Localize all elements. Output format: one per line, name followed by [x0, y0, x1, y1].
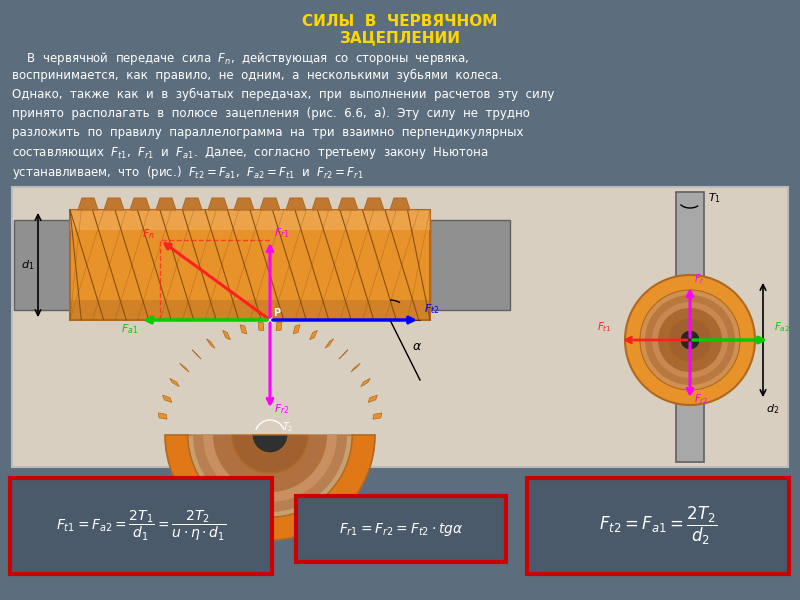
Text: принято  располагать  в  полюсе  зацепления  (рис.  6.6,  а).  Эту  силу  не  тр: принято располагать в полюсе зацепления … — [12, 107, 530, 120]
Polygon shape — [339, 350, 348, 359]
Polygon shape — [78, 198, 98, 210]
Wedge shape — [188, 435, 352, 517]
Text: $F_{r1}$: $F_{r1}$ — [274, 226, 290, 240]
Circle shape — [680, 330, 700, 350]
Text: Однако,  также  как  и  в  зубчатых  передачах,  при  выполнении  расчетов  эту : Однако, также как и в зубчатых передачах… — [12, 88, 554, 101]
Polygon shape — [182, 198, 202, 210]
Polygon shape — [260, 198, 280, 210]
Circle shape — [640, 290, 740, 390]
Polygon shape — [390, 198, 410, 210]
Text: $F_{a1}$: $F_{a1}$ — [121, 322, 138, 336]
Polygon shape — [310, 331, 318, 340]
Polygon shape — [104, 198, 124, 210]
Polygon shape — [276, 322, 282, 331]
Text: $F_{r1} = F_{r2} = F_{t2} \cdot tg\alpha$: $F_{r1} = F_{r2} = F_{t2} \cdot tg\alpha… — [338, 520, 463, 538]
Bar — [430, 220, 510, 310]
Polygon shape — [364, 198, 384, 210]
Text: $F_{t1} = F_{a2} = \dfrac{2T_1}{d_1} = \dfrac{2T_2}{u \cdot \eta \cdot d_1}$: $F_{t1} = F_{a2} = \dfrac{2T_1}{d_1} = \… — [56, 509, 226, 544]
Polygon shape — [180, 363, 189, 372]
Circle shape — [668, 318, 712, 362]
Polygon shape — [170, 379, 179, 386]
Polygon shape — [286, 198, 306, 210]
Wedge shape — [213, 435, 327, 492]
Circle shape — [645, 295, 735, 385]
Polygon shape — [368, 395, 378, 403]
Circle shape — [658, 308, 722, 372]
Text: $d_1$: $d_1$ — [21, 258, 34, 272]
Wedge shape — [193, 435, 347, 512]
Bar — [14, 220, 70, 310]
Text: разложить  по  правилу  параллелограмма  на  три  взаимно  перпендикулярных: разложить по правилу параллелограмма на … — [12, 126, 523, 139]
Text: $F_{t1}$: $F_{t1}$ — [598, 320, 612, 334]
Text: $F_{t2}$: $F_{t2}$ — [424, 302, 439, 316]
Polygon shape — [156, 198, 176, 210]
Text: $F_{t2} = F_{a1} = \dfrac{2T_2}{d_2}$: $F_{t2} = F_{a1} = \dfrac{2T_2}{d_2}$ — [599, 505, 717, 547]
Wedge shape — [232, 435, 308, 473]
Text: P: P — [273, 308, 280, 318]
Text: устанавливаем,  что  (рис.)  $\mathit{F_{t2} = F_{a1}}$,  $\mathit{F_{a2} = F_{t: устанавливаем, что (рис.) $\mathit{F_{t2… — [12, 164, 363, 181]
Polygon shape — [361, 379, 370, 386]
Text: $T_2$: $T_2$ — [282, 420, 294, 434]
Text: $d_2$: $d_2$ — [766, 402, 779, 416]
Bar — [10, 478, 272, 574]
Text: ЗАЦЕПЛЕНИИ: ЗАЦЕПЛЕНИИ — [339, 30, 461, 45]
Text: воспринимается,  как  правило,  не  одним,  а  несколькими  зубьями  колеса.: воспринимается, как правило, не одним, а… — [12, 69, 502, 82]
Text: В  червячной  передаче  сила  $\mathit{F_n}$,  действующая  со  стороны  червяка: В червячной передаче сила $\mathit{F_n}$… — [12, 50, 470, 67]
Bar — [70, 300, 430, 320]
Polygon shape — [351, 363, 360, 372]
Text: $F_{r}$: $F_{r}$ — [694, 272, 705, 286]
Polygon shape — [162, 395, 172, 403]
Polygon shape — [325, 339, 334, 348]
Circle shape — [625, 275, 755, 405]
Text: $F_{r2}$: $F_{r2}$ — [274, 402, 290, 416]
Wedge shape — [252, 435, 288, 453]
Text: $T_1$: $T_1$ — [708, 191, 721, 205]
Polygon shape — [206, 339, 215, 348]
Polygon shape — [258, 322, 264, 331]
Text: $\alpha$: $\alpha$ — [412, 340, 422, 353]
Text: $F_{n}$: $F_{n}$ — [142, 227, 154, 241]
Text: $F_{r2}$: $F_{r2}$ — [694, 392, 709, 406]
Polygon shape — [158, 413, 167, 419]
Bar — [12, 187, 788, 467]
Polygon shape — [312, 198, 332, 210]
Polygon shape — [338, 198, 358, 210]
Polygon shape — [293, 325, 300, 334]
Text: составляющих  $\mathit{F_{t1}}$,  $\mathit{F_{r1}}$  и  $\mathit{F_{a1}}$.  Дале: составляющих $\mathit{F_{t1}}$, $\mathit… — [12, 145, 489, 161]
Bar — [70, 210, 430, 320]
Bar — [527, 478, 789, 574]
Polygon shape — [130, 198, 150, 210]
Polygon shape — [192, 350, 201, 359]
Polygon shape — [208, 198, 228, 210]
Wedge shape — [165, 435, 375, 540]
Circle shape — [652, 302, 728, 378]
Bar — [676, 192, 704, 462]
Wedge shape — [203, 435, 337, 502]
Bar — [70, 210, 430, 230]
Polygon shape — [234, 198, 254, 210]
Text: СИЛЫ  В  ЧЕРВЯЧНОМ: СИЛЫ В ЧЕРВЯЧНОМ — [302, 14, 498, 29]
Polygon shape — [373, 413, 382, 419]
Polygon shape — [240, 325, 247, 334]
Polygon shape — [222, 331, 230, 340]
Bar — [296, 496, 506, 562]
Text: $F_{a2}$: $F_{a2}$ — [774, 320, 790, 334]
